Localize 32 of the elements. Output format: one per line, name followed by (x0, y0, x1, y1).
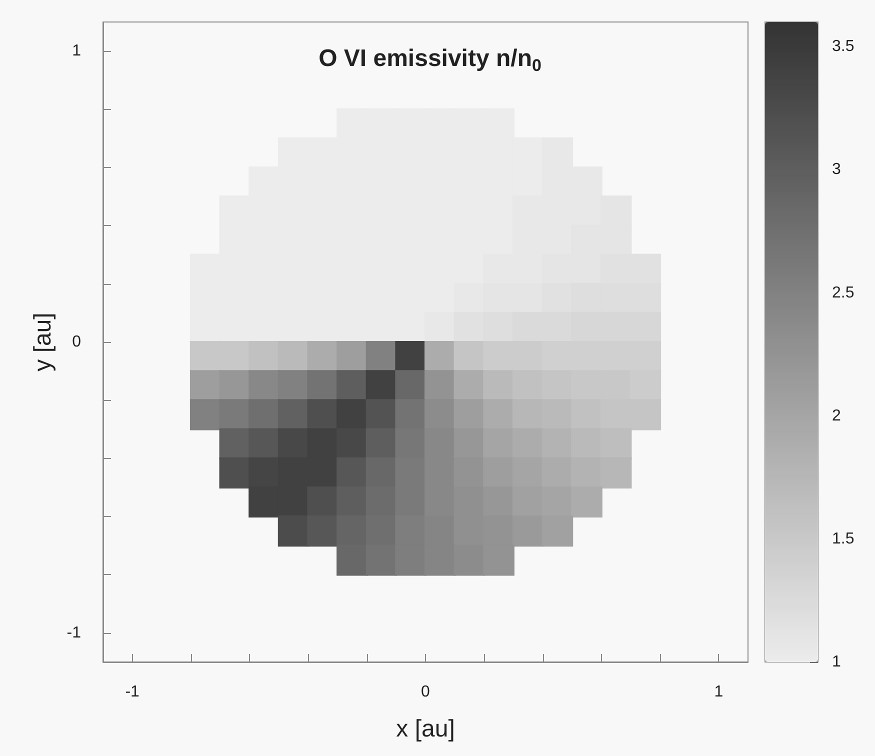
point (307, 516, 339, 547)
point (571, 486, 602, 518)
point (512, 516, 544, 547)
color-bar-label: 2.5 (832, 284, 854, 302)
color-bar-label: 3.5 (832, 38, 854, 56)
point (542, 516, 574, 547)
color-bar-label: 3 (832, 161, 841, 178)
point (366, 544, 398, 576)
point (630, 370, 662, 402)
y-tick-label: 0 (72, 334, 82, 350)
x-tick-label: -1 (125, 684, 140, 700)
point (190, 399, 222, 430)
x-tick-label: 1 (714, 684, 724, 700)
point (630, 312, 662, 343)
point (600, 457, 632, 488)
point (630, 254, 662, 285)
y-tick-label: 1 (72, 42, 82, 60)
point (630, 341, 662, 372)
x-tick-label: 0 (421, 684, 430, 700)
color-bar-label: 1.5 (832, 530, 854, 548)
point (630, 282, 662, 314)
point (600, 428, 632, 460)
color-bar-label: 2 (832, 407, 841, 424)
x-axis-title: x [au] (396, 716, 455, 742)
point (219, 457, 251, 488)
point (336, 544, 368, 576)
color-bar-label: 1 (832, 654, 841, 670)
point (278, 516, 310, 547)
point (630, 399, 662, 430)
y-tick-label: -1 (66, 624, 82, 642)
y-axis-title: y [au] (30, 312, 56, 372)
point (454, 544, 486, 576)
